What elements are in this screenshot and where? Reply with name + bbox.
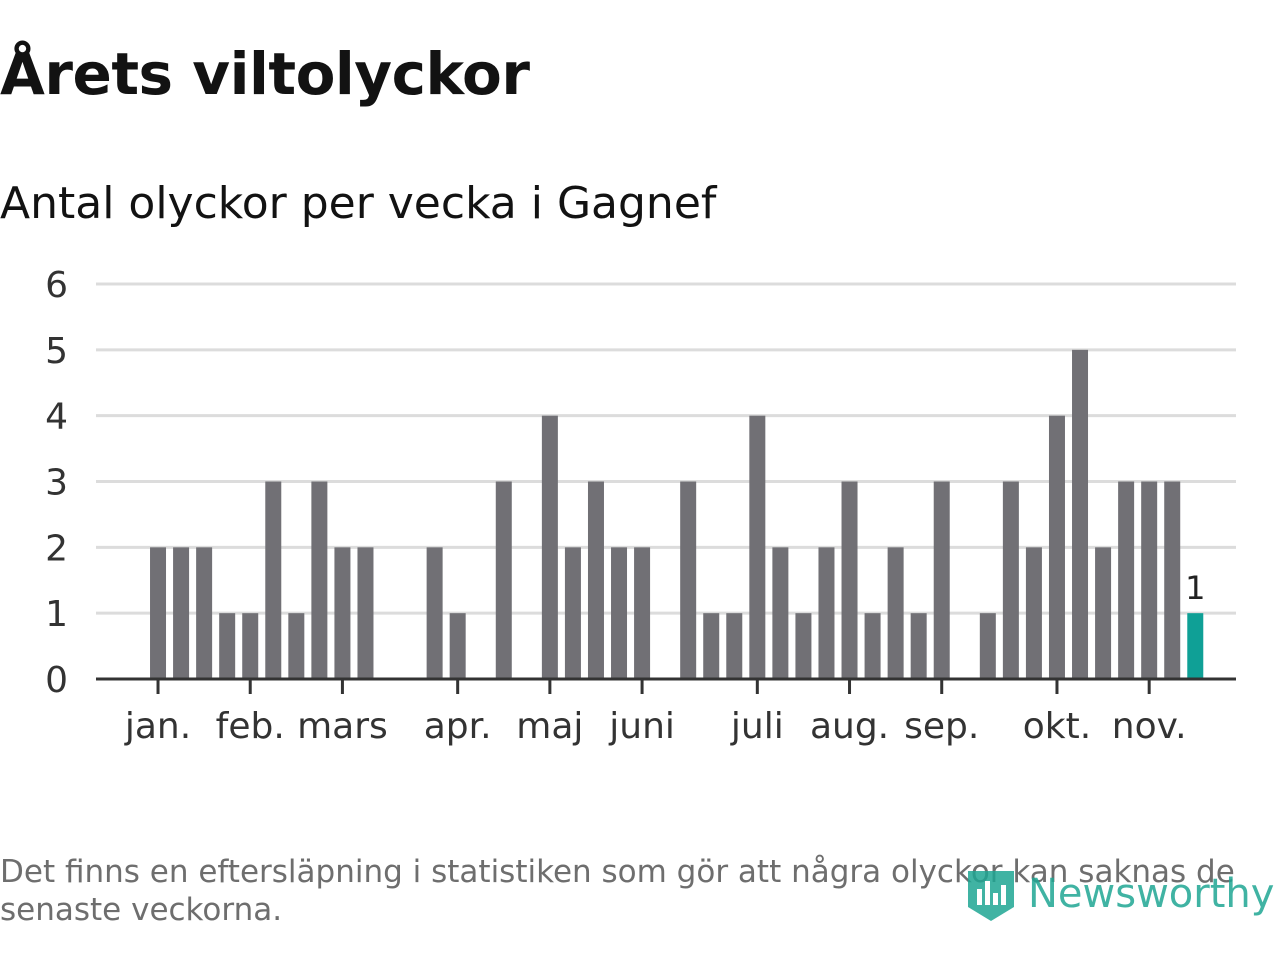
bar xyxy=(587,481,604,679)
x-tick-label: apr. xyxy=(424,706,492,747)
brand-logo: Newsworthy xyxy=(966,862,1274,926)
bar xyxy=(1095,547,1112,679)
bar xyxy=(265,481,282,679)
y-tick-label: 2 xyxy=(45,528,68,569)
y-tick-label: 5 xyxy=(45,331,68,372)
footnote: Det finns en eftersläpning i statistiken… xyxy=(0,854,1235,928)
gridlines xyxy=(96,282,1236,615)
x-tick-label: juni xyxy=(608,706,675,747)
x-tick-label: nov. xyxy=(1112,706,1187,747)
bar xyxy=(357,547,374,679)
bar xyxy=(449,613,466,679)
bar xyxy=(795,613,812,679)
bar xyxy=(933,481,950,679)
chart-subtitle: Antal olyckor per vecka i Gagnef xyxy=(0,178,717,229)
newsworthy-logo-icon xyxy=(968,871,1014,921)
bar xyxy=(726,613,743,679)
bar xyxy=(564,547,581,679)
bar xyxy=(219,613,236,679)
y-tick-label: 0 xyxy=(45,660,68,701)
bar xyxy=(1025,547,1042,679)
bar xyxy=(1072,349,1089,679)
bar xyxy=(887,547,904,679)
bar xyxy=(634,547,651,679)
y-tick-label: 3 xyxy=(45,463,68,504)
bar xyxy=(611,547,628,679)
y-tick-label: 6 xyxy=(45,265,68,306)
bar xyxy=(1141,481,1158,679)
y-tick-label: 4 xyxy=(45,397,68,438)
bar xyxy=(150,547,167,679)
x-axis: jan. feb. mars apr. maj juni juli aug. sep. okt. n… xyxy=(96,677,1236,747)
bar xyxy=(910,613,927,679)
bar xyxy=(749,415,766,679)
bar-chart: 0 1 2 3 4 5 6 jan. feb. mars apr. maj juni juli aug. s… xyxy=(45,265,1236,747)
x-tick-label: sep. xyxy=(904,706,979,747)
bar xyxy=(334,547,351,679)
bar-latest-week xyxy=(1187,613,1204,679)
bar xyxy=(288,613,305,679)
data-labels: 1 xyxy=(1185,569,1205,607)
bar xyxy=(1048,415,1065,679)
highlight-value-label: 1 xyxy=(1185,569,1205,607)
bar xyxy=(680,481,697,679)
bar xyxy=(196,547,213,679)
bar xyxy=(703,613,720,679)
brand-name: Newsworthy xyxy=(1028,871,1275,917)
bar xyxy=(1118,481,1135,679)
bar xyxy=(864,613,881,679)
bar xyxy=(1002,481,1019,679)
x-tick-label: okt. xyxy=(1023,706,1091,747)
x-tick-label: maj xyxy=(516,706,583,747)
bar xyxy=(841,481,858,679)
y-tick-label: 1 xyxy=(45,594,68,635)
bar xyxy=(426,547,443,679)
x-tick-label: mars xyxy=(297,706,388,747)
bar xyxy=(818,547,835,679)
x-tick-label: feb. xyxy=(216,706,285,747)
bar xyxy=(541,415,558,679)
bar xyxy=(979,613,996,679)
bar xyxy=(772,547,789,679)
chart-title: Årets viltolyckor xyxy=(0,40,530,108)
bar xyxy=(173,547,190,679)
x-tick-label: juli xyxy=(730,706,784,747)
bar xyxy=(495,481,512,679)
x-tick-label: jan. xyxy=(124,706,191,747)
y-axis-ticks: 0 1 2 3 4 5 6 xyxy=(45,265,68,701)
bar xyxy=(311,481,328,679)
bars xyxy=(150,349,1204,679)
x-tick-label: aug. xyxy=(810,706,889,747)
bar xyxy=(1164,481,1181,679)
bar xyxy=(242,613,259,679)
